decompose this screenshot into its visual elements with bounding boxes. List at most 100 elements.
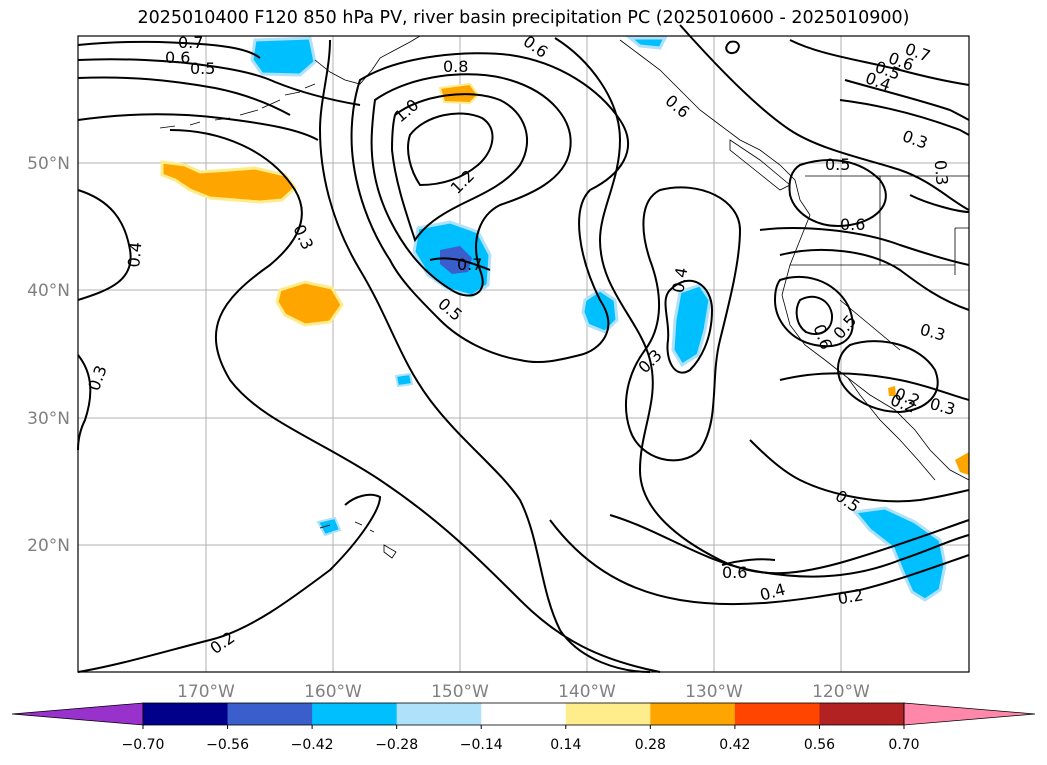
shade-patch <box>955 452 969 475</box>
contour-line <box>549 519 970 606</box>
contour-line <box>789 39 970 86</box>
contour-line <box>370 73 572 297</box>
lat-label: 30°N <box>27 409 70 429</box>
colorbar-tick-label: 0.42 <box>719 737 750 753</box>
colorbar-segment <box>819 703 905 725</box>
contour-label: 0.5 <box>825 155 850 174</box>
shade-patch <box>316 516 342 537</box>
shade-patch <box>671 283 712 368</box>
map-border <box>77 35 970 673</box>
contour-line <box>679 24 970 211</box>
contour-line <box>839 99 970 136</box>
contour-line <box>609 514 970 578</box>
shade-patch <box>275 280 344 327</box>
contour-label: 0.7 <box>457 255 482 274</box>
contour-label: 0.6 <box>165 48 190 67</box>
colorbar-tick-label: 0.70 <box>888 737 919 753</box>
contour-line <box>779 249 970 311</box>
contour-line <box>77 40 261 59</box>
alaska-coast <box>314 35 421 85</box>
us-westcoast <box>781 214 970 481</box>
lat-axis: 50°N 40°N 30°N 20°N <box>27 154 70 556</box>
colorbar-tick-label: 0.28 <box>635 737 666 753</box>
pv-contours <box>77 24 970 673</box>
contour-label: 0.6 <box>840 215 865 234</box>
lat-label: 40°N <box>27 281 70 301</box>
contour-line <box>721 558 776 566</box>
colorbar: −0.70 −0.56 −0.42 −0.28 −0.14 0.14 0.28 0.42 0.5… <box>11 702 1036 753</box>
contour-line <box>429 257 491 271</box>
contour-line <box>77 113 319 141</box>
contour-line <box>759 227 970 266</box>
contour-label: 0.4 <box>124 241 145 268</box>
shade-patch <box>625 36 668 50</box>
contour-line <box>554 37 970 575</box>
colorbar-segment <box>565 703 651 725</box>
contour-line <box>77 76 291 116</box>
colorbar-segment <box>312 703 398 725</box>
us-state-line <box>790 176 969 351</box>
hawaii <box>319 521 397 559</box>
vancouver-island <box>729 139 791 191</box>
colorbar-tick-label: −0.56 <box>206 737 249 753</box>
contour-line <box>390 93 529 243</box>
shade-patch <box>852 506 947 602</box>
colorbar-extend-low <box>11 702 144 726</box>
contour-label: 0.8 <box>443 57 468 76</box>
contour-line <box>624 186 742 462</box>
colorbar-tick-label: −0.42 <box>291 737 334 753</box>
lat-label: 20°N <box>27 536 70 556</box>
contour-line <box>773 275 854 348</box>
contour-line <box>749 439 970 503</box>
contour-line <box>795 295 834 335</box>
lon-label: 130°W <box>685 682 743 702</box>
contour-label: 0.3 <box>931 159 952 186</box>
colorbar-segment <box>227 703 313 725</box>
contour-label: 0.6 <box>722 563 747 582</box>
contour-line <box>350 52 630 364</box>
contour-line <box>909 194 970 213</box>
colorbar-tick-label: −0.70 <box>122 737 165 753</box>
lon-label: 140°W <box>558 682 616 702</box>
contour-line <box>77 493 382 673</box>
colorbar-tick-label: −0.14 <box>460 737 503 753</box>
contour-line <box>837 340 939 414</box>
contour-label: 0.7 <box>178 33 203 52</box>
lat-label: 50°N <box>27 154 70 174</box>
contour-line <box>779 372 970 401</box>
map-title: 2025010400 F120 850 hPa PV, river basin … <box>137 8 910 28</box>
shade-patch <box>160 160 298 204</box>
lon-label: 170°W <box>177 682 235 702</box>
shade-patch <box>581 288 619 334</box>
contour-label: 0.2 <box>836 585 864 608</box>
shade-patch <box>394 372 414 388</box>
colorbar-tick-label: −0.28 <box>375 737 418 753</box>
shade-patch <box>888 386 896 396</box>
map-panel: 0.7 0.6 0.5 0.8 1.0 1.2 0.6 0.7 0.5 0.6 … <box>77 24 970 673</box>
colorbar-segment <box>143 703 229 725</box>
colorbar-segment <box>734 703 820 725</box>
contour-line <box>407 112 494 187</box>
lon-label: 120°W <box>812 682 870 702</box>
contour-line <box>318 39 651 673</box>
contour-line <box>788 159 887 227</box>
contour-label: 0.5 <box>190 59 215 78</box>
contour-line <box>77 189 132 301</box>
colorbar-extend-high <box>903 702 1036 726</box>
colorbar-frame <box>142 702 905 726</box>
contour-labels: 0.7 0.6 0.5 0.8 1.0 1.2 0.6 0.7 0.5 0.6 … <box>84 32 957 658</box>
colorbar-tick-label: 0.14 <box>550 737 581 753</box>
shade-patch <box>250 36 317 77</box>
contour-line <box>725 40 740 54</box>
contour-line <box>169 129 661 673</box>
lon-label: 150°W <box>431 682 489 702</box>
contour-line <box>77 58 361 106</box>
contour-line <box>664 279 714 374</box>
colorbar-tick-label: 0.56 <box>804 737 835 753</box>
contour-line <box>844 79 970 121</box>
colorbar-segment <box>481 703 567 725</box>
colorbar-segment <box>396 703 482 725</box>
contour-line <box>77 354 92 451</box>
baja-peninsula <box>847 377 936 481</box>
